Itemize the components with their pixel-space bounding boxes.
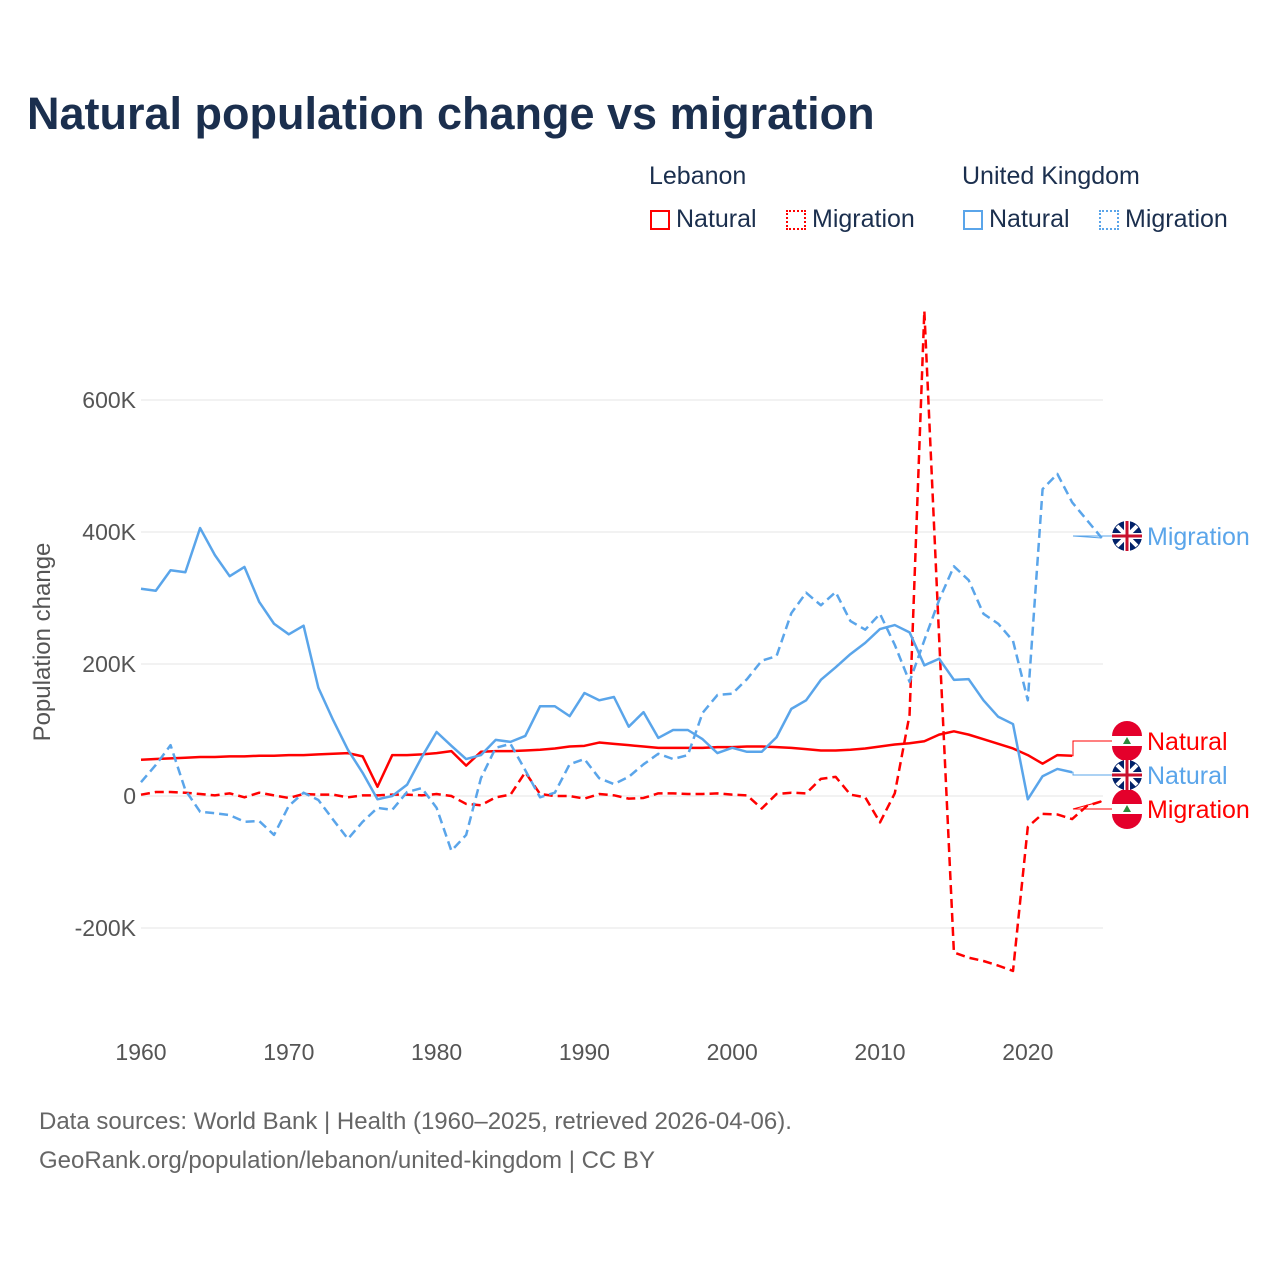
x-tick-label: 1980 — [411, 1039, 462, 1065]
y-axis-label: Population change — [29, 543, 56, 742]
series-line-united-kingdom-migration — [140, 472, 1103, 853]
y-tick-label: 200K — [82, 651, 136, 677]
x-tick-label: 1960 — [115, 1039, 166, 1065]
y-tick-label: 0 — [123, 783, 136, 809]
label-connector — [1072, 800, 1112, 810]
legend-swatch-dotted-blue — [1099, 209, 1119, 230]
legend-label: Natural — [989, 205, 1070, 233]
legend-swatch-solid-blue — [963, 209, 983, 230]
y-tick-label: 400K — [82, 519, 136, 545]
legend-group-uk: United Kingdom — [962, 162, 1140, 190]
y-tick-label: 600K — [82, 387, 136, 413]
series-line-lebanon-natural — [140, 730, 1073, 789]
lebanon-flag-icon — [1112, 721, 1142, 761]
legend-swatch-solid-red — [650, 209, 670, 230]
end-label: Migration — [1147, 796, 1250, 824]
legend-label: Migration — [812, 205, 915, 233]
end-label: Natural — [1147, 728, 1228, 756]
y-tick-label: -200K — [75, 915, 137, 941]
legend-group-lebanon: Lebanon — [649, 162, 747, 190]
legend-item-lebanon-migration[interactable]: Migration — [786, 205, 915, 234]
label-connector — [1072, 740, 1112, 757]
footer-source: Data sources: World Bank | Health (1960–… — [39, 1108, 792, 1135]
label-connector — [1072, 771, 1112, 776]
lebanon-flag-icon — [1112, 789, 1142, 829]
x-tick-label: 1970 — [263, 1039, 314, 1065]
uk-flag-icon — [1112, 760, 1142, 790]
footer-link[interactable]: GeoRank.org/population/lebanon/united-ki… — [39, 1147, 655, 1174]
legend-item-uk-natural[interactable]: Natural — [963, 205, 1070, 234]
chart-title: Natural population change vs migration — [27, 88, 875, 139]
x-tick-label: 1990 — [559, 1039, 610, 1065]
end-label: Natural — [1147, 762, 1228, 790]
end-label: Migration — [1147, 523, 1250, 551]
uk-flag-icon — [1112, 521, 1142, 551]
x-tick-label: 2010 — [854, 1039, 905, 1065]
legend-label: Natural — [676, 205, 757, 233]
series-line-lebanon-migration — [140, 309, 1103, 973]
legend-label: Migration — [1125, 205, 1228, 233]
x-tick-label: 2000 — [707, 1039, 758, 1065]
label-connector — [1072, 535, 1112, 539]
legend-item-lebanon-natural[interactable]: Natural — [650, 205, 757, 234]
legend-item-uk-migration[interactable]: Migration — [1099, 205, 1228, 234]
legend-swatch-dotted-red — [786, 209, 806, 230]
x-tick-label: 2020 — [1002, 1039, 1053, 1065]
series-line-united-kingdom-natural — [140, 526, 1073, 801]
